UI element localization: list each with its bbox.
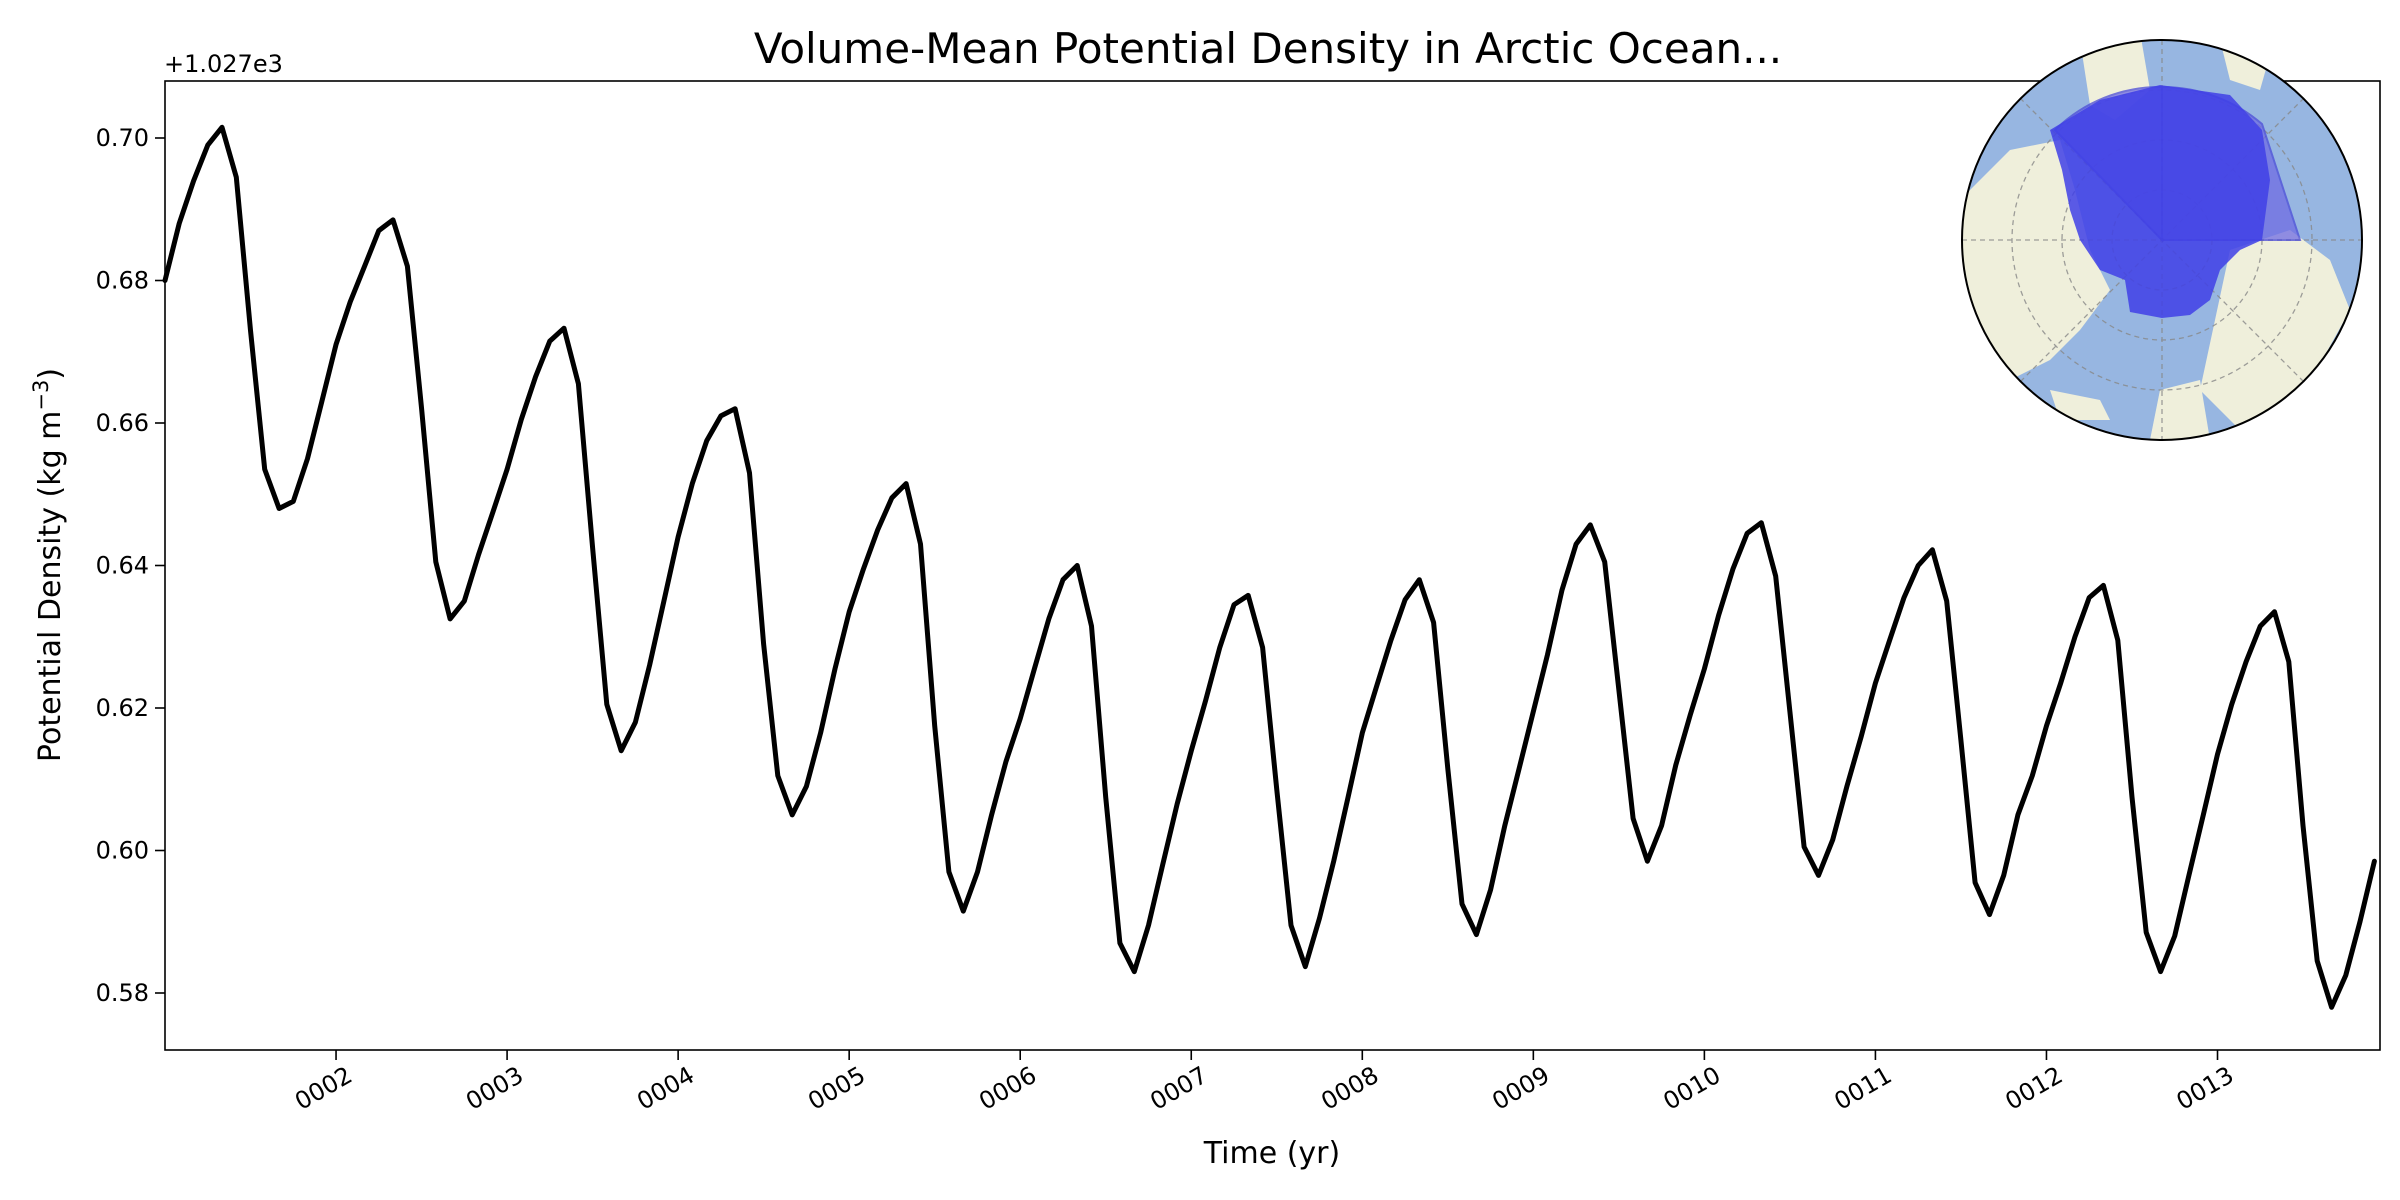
y-axis-title: Potential Density (kg m−3) — [29, 368, 68, 762]
y-tick-label: 0.64 — [96, 552, 149, 580]
y-tick-label: 0.68 — [96, 267, 149, 295]
x-tick-label: 0012 — [2001, 1061, 2068, 1116]
land-eurasia — [2200, 230, 2350, 430]
arctic-ocean-region — [2050, 85, 2270, 318]
x-tick-label: 0005 — [803, 1061, 870, 1116]
y-tick-label: 0.62 — [96, 694, 149, 722]
x-tick-label: 0002 — [290, 1061, 357, 1116]
density-series-line — [162, 124, 2377, 1010]
land-scandinavia — [2150, 380, 2210, 440]
x-tick-label: 0004 — [632, 1061, 699, 1116]
x-axis: 0002 0003 0004 0005 0006 0007 0008 0009 0010 0011… — [290, 1050, 2239, 1116]
x-tick-label: 0010 — [1658, 1061, 1725, 1116]
map-boundary — [1961, 39, 2363, 441]
x-tick-label: 0007 — [1145, 1061, 1212, 1116]
y-tick-label: 0.60 — [96, 837, 149, 865]
plot-frame — [164, 80, 2381, 1051]
land-alaska — [2050, 390, 2110, 420]
y-axis-title-superscript: −3 — [29, 380, 53, 411]
x-tick-label: 0006 — [974, 1061, 1041, 1116]
y-axis-title-close: ) — [33, 368, 68, 380]
x-axis-title: Time (yr) — [1203, 1136, 1340, 1171]
x-tick-label: 0008 — [1316, 1061, 1383, 1116]
chart-title: Volume-Mean Potential Density in Arctic … — [754, 24, 1782, 73]
x-tick-label: 0003 — [461, 1061, 528, 1116]
y-axis: 0.58 0.60 0.62 0.64 0.66 0.68 0.70 — [96, 124, 165, 1007]
y-tick-label: 0.70 — [96, 124, 149, 152]
x-tick-label: 0011 — [1830, 1061, 1897, 1116]
y-offset-label: +1.027e3 — [164, 50, 283, 78]
y-axis-title-main: Potential Density (kg m — [33, 411, 68, 762]
x-tick-label: 0013 — [2172, 1061, 2239, 1116]
x-tick-label: 0009 — [1487, 1061, 1554, 1116]
y-tick-label: 0.66 — [96, 409, 149, 437]
y-tick-label: 0.58 — [96, 979, 149, 1007]
